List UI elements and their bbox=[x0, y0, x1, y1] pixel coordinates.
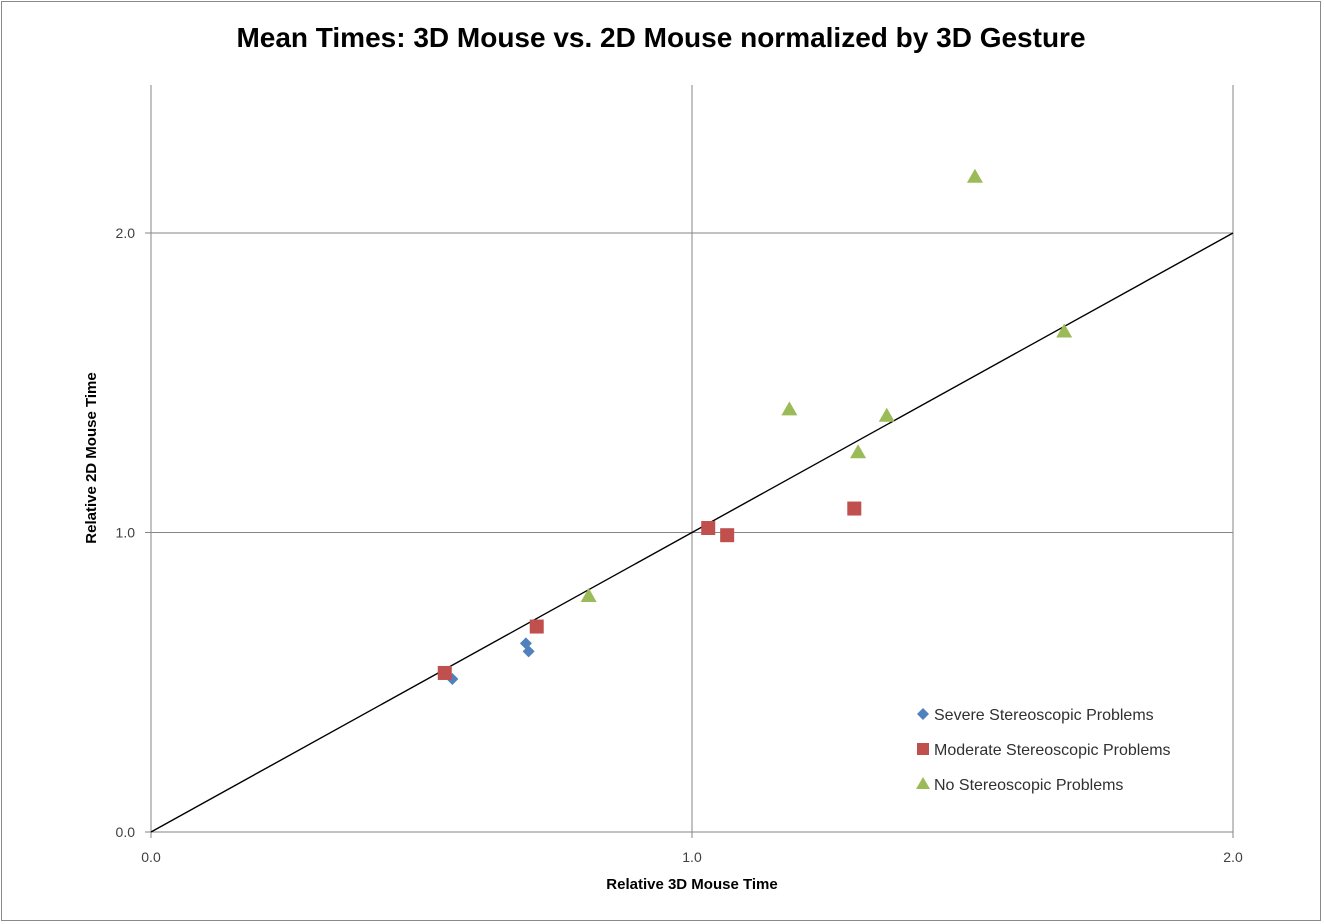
x-tick-label: 2.0 bbox=[1223, 849, 1243, 865]
y-tick-label: 0.0 bbox=[116, 824, 136, 840]
no-problem-point bbox=[580, 587, 597, 602]
chart-title: Mean Times: 3D Mouse vs. 2D Mouse normal… bbox=[236, 22, 1086, 53]
moderate-point bbox=[437, 665, 452, 680]
legend-label: Moderate Stereoscopic Problems bbox=[934, 742, 1171, 759]
x-tick-label: 0.0 bbox=[141, 849, 161, 865]
no-problem-point bbox=[1056, 323, 1073, 338]
tick-labels: 0.0 1.0 2.0 0.0 1.0 2.0 bbox=[116, 225, 1243, 865]
moderate-point bbox=[701, 521, 716, 536]
data-points bbox=[437, 168, 1073, 685]
no-problem-point bbox=[966, 168, 983, 183]
no-problem-point bbox=[781, 401, 798, 416]
legend-marker-triangle bbox=[916, 777, 930, 789]
moderate-point bbox=[720, 528, 735, 543]
no-problem-point bbox=[850, 444, 867, 459]
y-tick-label: 2.0 bbox=[116, 225, 136, 241]
legend-marker-diamond bbox=[917, 708, 929, 720]
moderate-point bbox=[529, 619, 544, 634]
no-problem-point bbox=[878, 407, 895, 422]
reference-line bbox=[150, 232, 1234, 833]
legend: Severe Stereoscopic Problems Moderate Ste… bbox=[916, 707, 1171, 794]
gridlines bbox=[151, 85, 1234, 832]
legend-marker-square bbox=[917, 743, 929, 755]
reference-line-group bbox=[150, 232, 1234, 833]
y-tick-label: 1.0 bbox=[116, 525, 136, 541]
moderate-point bbox=[847, 501, 862, 516]
legend-label: No Stereoscopic Problems bbox=[934, 777, 1123, 794]
x-tick-label: 1.0 bbox=[682, 849, 702, 865]
legend-label: Severe Stereoscopic Problems bbox=[934, 707, 1154, 724]
axes bbox=[145, 85, 1234, 838]
severe-point bbox=[522, 645, 535, 658]
x-axis-title: Relative 3D Mouse Time bbox=[606, 876, 778, 893]
